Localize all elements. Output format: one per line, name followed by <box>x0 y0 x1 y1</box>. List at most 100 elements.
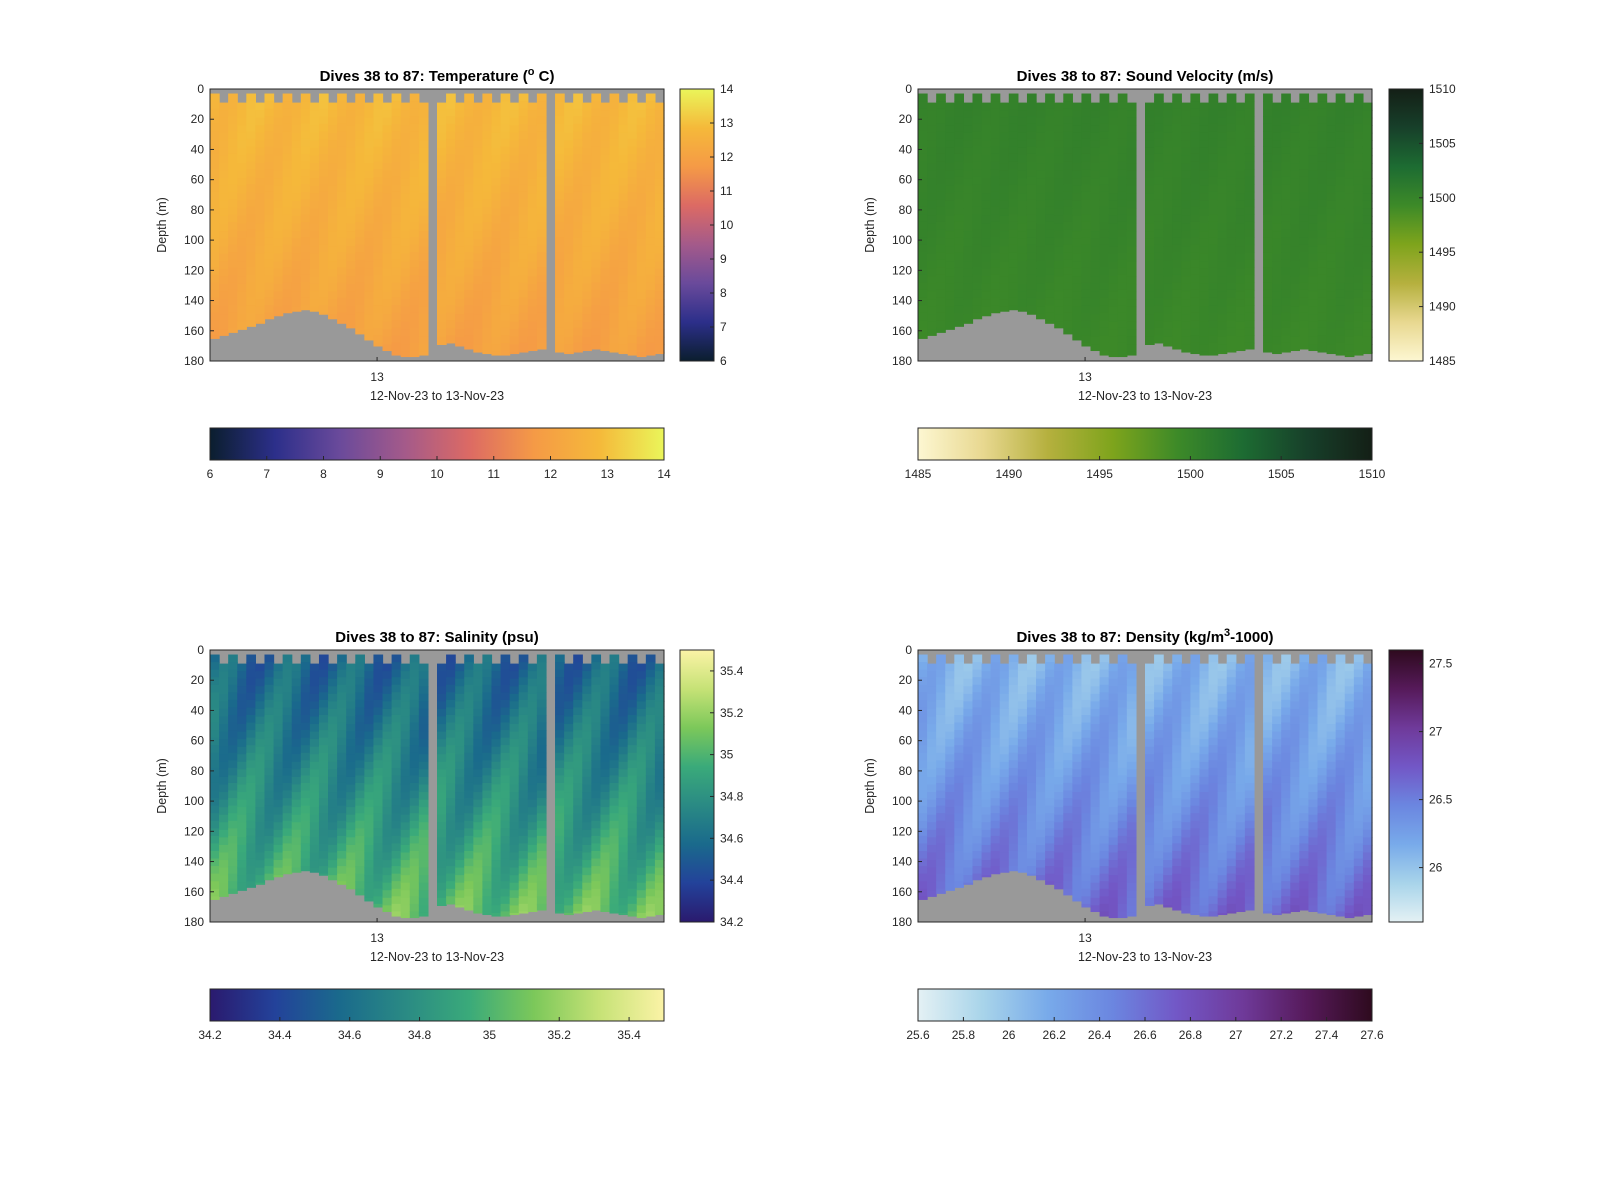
data-cell <box>999 261 1010 270</box>
data-cell <box>346 200 356 209</box>
data-cell <box>346 739 356 748</box>
data-cell <box>328 185 338 194</box>
data-cell <box>555 161 565 170</box>
y-tick-label: 60 <box>191 734 205 748</box>
data-cell <box>473 724 483 733</box>
data-cell <box>509 693 520 702</box>
data-cell <box>1308 261 1319 270</box>
data-cell <box>1335 221 1346 231</box>
data-cell <box>409 312 420 321</box>
data-cell <box>400 200 411 209</box>
data-cell <box>346 215 356 225</box>
data-cell <box>446 896 456 905</box>
data-cell <box>591 282 602 291</box>
data-cell <box>1045 138 1055 148</box>
data-cell <box>464 221 474 231</box>
data-cell <box>1190 176 1201 185</box>
data-cell <box>627 684 638 693</box>
data-cell <box>418 912 429 917</box>
data-cell <box>1208 169 1219 178</box>
data-cell <box>564 155 574 164</box>
data-cell <box>491 792 502 801</box>
data-cell <box>1235 246 1246 255</box>
data-cell <box>373 274 384 284</box>
data-cell <box>591 229 602 238</box>
data-cell <box>373 752 384 761</box>
data-cell <box>527 671 538 680</box>
data-cell <box>482 146 493 155</box>
data-cell <box>409 760 420 769</box>
data-cell <box>1299 206 1310 216</box>
data-cell <box>1126 215 1137 225</box>
data-cell <box>1172 229 1182 238</box>
data-cell <box>1335 146 1346 155</box>
data-cell <box>418 193 429 202</box>
data-cell <box>1335 267 1346 276</box>
data-cell <box>328 200 338 209</box>
data-cell <box>409 259 420 268</box>
data-cell <box>246 229 256 238</box>
data-cell <box>564 200 574 209</box>
dive-column <box>482 654 493 916</box>
data-cell <box>518 252 529 261</box>
data-cell <box>945 306 955 315</box>
data-cell <box>1081 101 1092 110</box>
data-cell <box>446 138 456 148</box>
data-cell <box>555 93 565 102</box>
data-cell <box>1335 138 1346 148</box>
data-cell <box>346 784 356 793</box>
data-cell <box>282 199 293 208</box>
data-cell <box>300 820 311 829</box>
data-cell <box>291 306 302 312</box>
data-cell <box>446 714 456 724</box>
data-cell <box>291 283 302 293</box>
data-cell <box>409 282 420 291</box>
data-cell <box>500 903 511 913</box>
data-cell <box>400 314 411 323</box>
data-cell <box>1217 117 1228 126</box>
data-cell <box>1154 289 1164 299</box>
data-cell <box>518 730 529 739</box>
data-cell <box>391 350 402 356</box>
data-cell <box>500 131 511 140</box>
data-cell <box>455 769 465 778</box>
data-cell <box>500 297 511 306</box>
data-cell <box>482 730 493 739</box>
data-cell <box>527 844 538 854</box>
dive-column <box>337 93 347 324</box>
data-cell <box>1163 125 1173 134</box>
data-cell <box>1272 132 1282 141</box>
data-cell <box>582 776 592 786</box>
data-cell <box>219 784 229 793</box>
data-cell <box>446 312 456 321</box>
data-cell <box>555 123 565 132</box>
data-cell <box>1326 261 1337 270</box>
data-cell <box>455 170 465 179</box>
data-cell <box>300 297 311 306</box>
data-cell <box>555 252 565 261</box>
data-cell <box>591 312 602 321</box>
data-cell <box>446 805 456 814</box>
data-cell <box>1217 102 1228 111</box>
data-cell <box>1299 335 1310 344</box>
data-cell <box>400 860 411 869</box>
data-cell <box>246 835 256 845</box>
data-cell <box>582 897 592 906</box>
dive-column <box>536 93 547 350</box>
data-cell <box>264 782 275 792</box>
data-cell <box>455 299 465 308</box>
data-cell <box>981 140 992 149</box>
data-cell <box>309 761 320 770</box>
data-cell <box>1072 208 1083 217</box>
data-cell <box>228 184 238 193</box>
data-cell <box>645 888 656 897</box>
data-cell <box>573 730 583 739</box>
data-cell <box>1317 350 1328 353</box>
data-cell <box>500 782 511 792</box>
data-cell <box>1344 125 1355 134</box>
data-cell <box>609 707 620 716</box>
data-cell <box>455 215 465 225</box>
data-cell <box>437 246 447 255</box>
data-cell <box>309 852 320 861</box>
data-cell <box>237 746 247 755</box>
